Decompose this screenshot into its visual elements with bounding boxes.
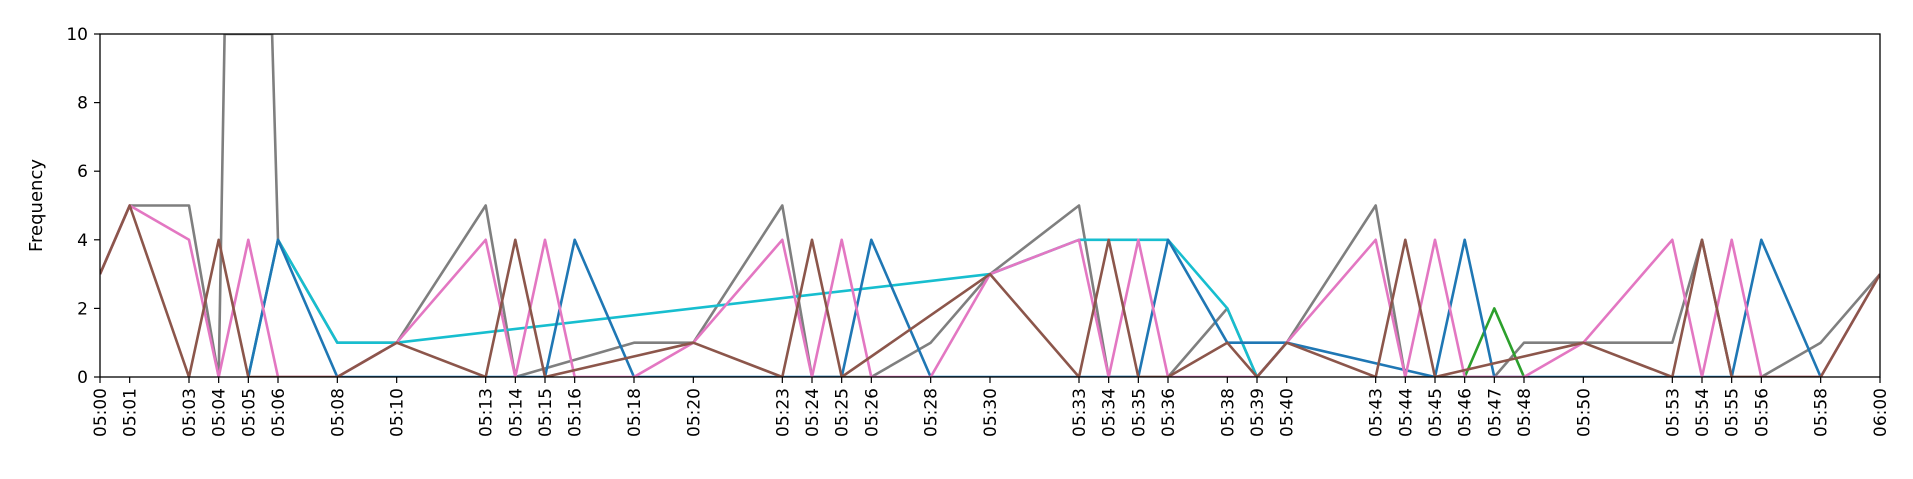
x-tick-label: 05:35	[1129, 388, 1149, 437]
x-tick-label: 05:34	[1100, 388, 1120, 437]
y-tick-label: 4	[77, 231, 88, 251]
x-tick-label: 05:01	[121, 388, 141, 437]
x-tick-label: 05:16	[566, 388, 586, 437]
x-axis: 05:00 05:01 05:03 05:04 05:05 05:06 05:08 05:10…	[91, 377, 1891, 437]
series-line-1	[100, 34, 1880, 377]
series-line-2	[247, 238, 1288, 377]
x-tick-label: 05:24	[803, 388, 823, 437]
x-tick-label: 05:06	[269, 388, 289, 437]
x-tick-label: 05:56	[1752, 388, 1772, 437]
x-tick-label: 05:55	[1723, 388, 1743, 437]
y-tick-label: 2	[77, 299, 88, 319]
series-line-4	[247, 238, 1822, 377]
x-tick-label: 05:28	[922, 388, 942, 437]
x-tick-label: 05:10	[388, 388, 408, 437]
series-line-3	[1463, 307, 1526, 377]
x-tick-label: 05:38	[1218, 388, 1238, 437]
x-tick-label: 05:30	[981, 388, 1001, 437]
x-tick-label: 05:20	[684, 388, 704, 437]
x-tick-label: 05:50	[1574, 388, 1594, 437]
series-line-5	[100, 204, 1880, 377]
series-line-6	[100, 204, 1880, 377]
y-tick-label: 10	[66, 25, 88, 45]
x-tick-label: 05:13	[477, 388, 497, 437]
x-tick-label: 05:36	[1159, 388, 1179, 437]
x-tick-label: 05:15	[536, 388, 556, 437]
x-tick-label: 05:46	[1456, 388, 1476, 437]
x-tick-label: 05:43	[1367, 388, 1387, 437]
y-axis-label: Frequency	[26, 159, 47, 252]
y-tick-label: 0	[77, 368, 88, 388]
x-tick-label: 05:40	[1278, 388, 1298, 437]
x-tick-label: 05:47	[1485, 388, 1505, 437]
x-tick-label: 05:23	[773, 388, 793, 437]
y-axis: 0 2 4 6 8 10	[66, 25, 100, 388]
x-tick-label: 05:18	[625, 388, 645, 437]
x-tick-label: 05:03	[180, 388, 200, 437]
x-tick-label: 05:05	[239, 388, 259, 437]
x-tick-label: 05:14	[506, 388, 526, 437]
plot-frame	[99, 33, 1881, 378]
x-tick-label: 05:25	[833, 388, 853, 437]
x-tick-label: 06:00	[1871, 388, 1891, 437]
x-tick-label: 05:54	[1693, 388, 1713, 437]
x-tick-label: 05:39	[1248, 388, 1268, 437]
x-tick-label: 05:44	[1396, 388, 1416, 437]
x-tick-label: 05:48	[1515, 388, 1535, 437]
y-tick-label: 8	[77, 94, 88, 114]
x-tick-label: 05:26	[862, 388, 882, 437]
x-tick-label: 05:58	[1812, 388, 1832, 437]
x-tick-label: 05:53	[1663, 388, 1683, 437]
x-tick-label: 05:04	[210, 388, 230, 437]
x-tick-label: 05:08	[328, 388, 348, 437]
y-tick-label: 6	[77, 162, 88, 182]
series-layer	[100, 34, 1880, 377]
x-tick-label: 05:33	[1070, 388, 1090, 437]
x-tick-label: 05:00	[91, 388, 111, 437]
x-tick-label: 05:45	[1426, 388, 1446, 437]
